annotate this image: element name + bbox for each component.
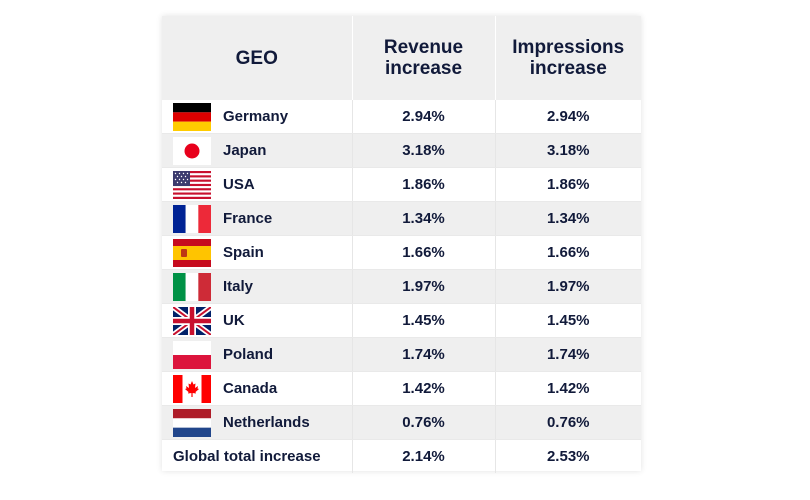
impressions-value: 2.94% xyxy=(495,100,641,134)
country-cell: USA xyxy=(162,167,353,202)
table-header-row: GEO Revenue increase Impressions increas… xyxy=(162,16,641,100)
country-name: Germany xyxy=(223,108,289,125)
revenue-value: 2.94% xyxy=(352,100,496,134)
revenue-value: 1.45% xyxy=(352,303,496,338)
country-name: UK xyxy=(223,312,245,329)
france-flag-icon xyxy=(173,204,211,233)
country-cell: Germany xyxy=(162,100,353,134)
poland-flag-icon xyxy=(173,340,211,369)
table-row: UK 1.45% 1.45% xyxy=(162,303,641,338)
revenue-value: 1.74% xyxy=(352,337,496,372)
uk-flag-icon xyxy=(173,306,211,335)
italy-flag-icon xyxy=(173,272,211,301)
revenue-value: 3.18% xyxy=(352,133,496,168)
table-row: Canada 1.42% 1.42% xyxy=(162,371,641,406)
revenue-header-line2: increase xyxy=(384,58,463,79)
revenue-value: 0.76% xyxy=(352,405,496,440)
geo-table: GEO Revenue increase Impressions increas… xyxy=(162,16,641,473)
country-name: Spain xyxy=(223,244,264,261)
total-revenue-value: 2.14% xyxy=(352,439,496,473)
usa-flag-icon xyxy=(173,170,211,199)
impressions-header-line2: increase xyxy=(529,58,607,79)
country-name: Poland xyxy=(223,346,274,363)
table-row: Japan 3.18% 3.18% xyxy=(162,133,641,168)
germany-flag-icon xyxy=(173,102,211,131)
impressions-header-line1: Impressions xyxy=(512,37,625,58)
table-row: Netherlands 0.76% 0.76% xyxy=(162,405,641,440)
impressions-value: 0.76% xyxy=(495,405,641,440)
country-cell: Spain xyxy=(162,235,353,270)
country-name: Netherlands xyxy=(223,414,310,431)
impressions-value: 1.45% xyxy=(495,303,641,338)
table-row: Italy 1.97% 1.97% xyxy=(162,269,641,304)
geo-table-card: GEO Revenue increase Impressions increas… xyxy=(162,16,641,473)
geo-column-header: GEO xyxy=(162,16,353,100)
total-row: Global total increase 2.14% 2.53% xyxy=(162,439,641,473)
country-name: Italy xyxy=(223,278,254,295)
table-row: Germany 2.94% 2.94% xyxy=(162,100,641,134)
impressions-column-header: Impressions increase xyxy=(495,16,641,100)
revenue-column-header: Revenue increase xyxy=(352,16,496,100)
table-row: USA 1.86% 1.86% xyxy=(162,167,641,202)
table-row: Poland 1.74% 1.74% xyxy=(162,337,641,372)
total-label: Global total increase xyxy=(162,439,353,473)
japan-flag-icon xyxy=(173,136,211,165)
country-cell: Italy xyxy=(162,269,353,304)
country-cell: Netherlands xyxy=(162,405,353,440)
impressions-value: 1.34% xyxy=(495,201,641,236)
country-name: France xyxy=(223,210,273,227)
country-name: Japan xyxy=(223,142,267,159)
revenue-value: 1.42% xyxy=(352,371,496,406)
country-cell: France xyxy=(162,201,353,236)
total-impressions-value: 2.53% xyxy=(546,448,590,465)
country-cell: Poland xyxy=(162,337,353,372)
impressions-value: 3.18% xyxy=(495,133,641,168)
spain-flag-icon xyxy=(173,238,211,267)
table-row: Spain 1.66% 1.66% xyxy=(162,235,641,270)
table-row: France 1.34% 1.34% xyxy=(162,201,641,236)
country-cell: Canada xyxy=(162,371,353,406)
geo-header-label: GEO xyxy=(235,47,278,69)
revenue-value: 1.97% xyxy=(352,269,496,304)
netherlands-flag-icon xyxy=(173,408,211,437)
country-cell: Japan xyxy=(162,133,353,168)
revenue-value: 1.66% xyxy=(352,235,496,270)
impressions-value: 1.97% xyxy=(495,269,641,304)
impressions-value: 1.74% xyxy=(495,337,641,372)
impressions-value: 1.66% xyxy=(495,235,641,270)
country-name: Canada xyxy=(223,380,278,397)
impressions-value: 1.42% xyxy=(495,371,641,406)
country-name: USA xyxy=(223,176,255,193)
revenue-header-line1: Revenue xyxy=(383,37,464,58)
country-cell: UK xyxy=(162,303,353,338)
revenue-value: 1.34% xyxy=(352,201,496,236)
canada-flag-icon xyxy=(173,374,211,403)
revenue-value: 1.86% xyxy=(352,167,496,202)
impressions-value: 1.86% xyxy=(495,167,641,202)
